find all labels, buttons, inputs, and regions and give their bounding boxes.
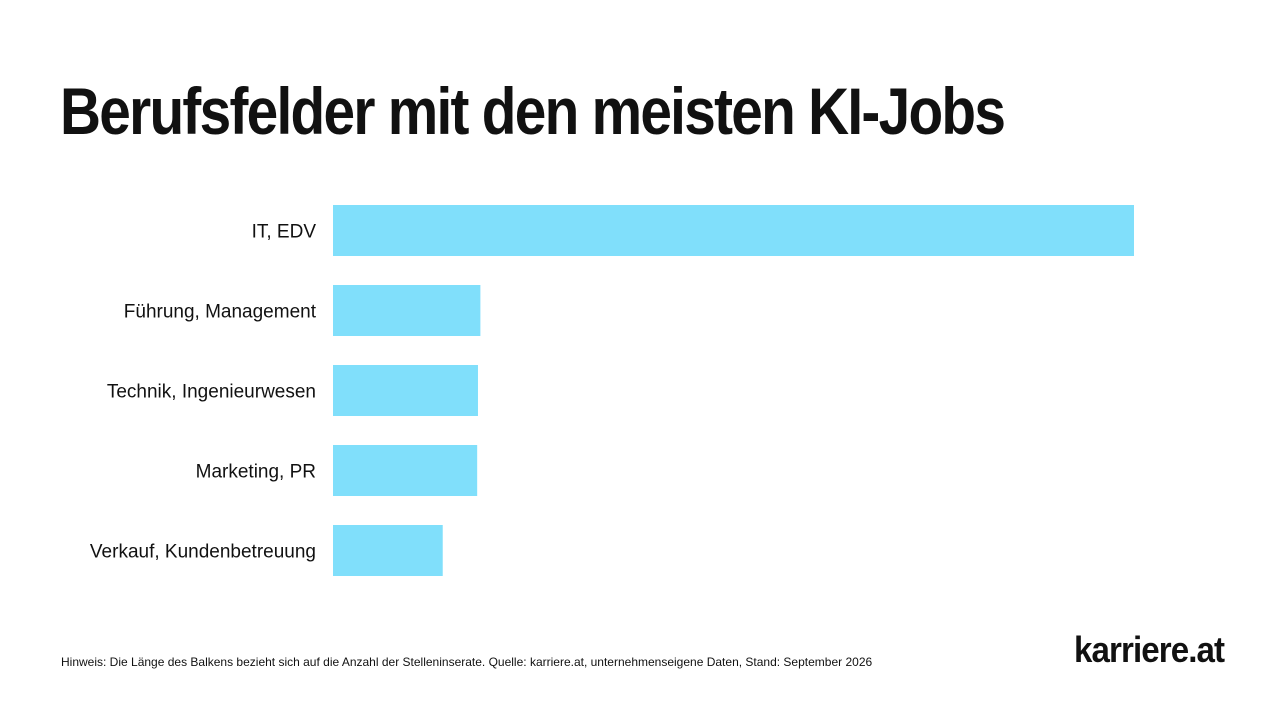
brand-logo[interactable]: karriere.at bbox=[1073, 629, 1225, 670]
bar bbox=[333, 285, 481, 336]
bar bbox=[333, 205, 1134, 256]
category-label: Technik, Ingenieurwesen bbox=[107, 382, 316, 403]
chart-title: Berufsfelder mit den meisten KI-Jobs bbox=[60, 74, 1006, 148]
category-label: Verkauf, Kundenbetreuung bbox=[90, 542, 316, 563]
bar bbox=[333, 445, 478, 496]
bar bbox=[333, 525, 443, 576]
category-label: IT, EDV bbox=[252, 222, 317, 243]
source-note: Hinweis: Die Länge des Balkens bezieht s… bbox=[61, 655, 873, 669]
category-label: Marketing, PR bbox=[196, 462, 316, 483]
category-label: Führung, Management bbox=[124, 302, 317, 323]
bar bbox=[333, 365, 478, 416]
